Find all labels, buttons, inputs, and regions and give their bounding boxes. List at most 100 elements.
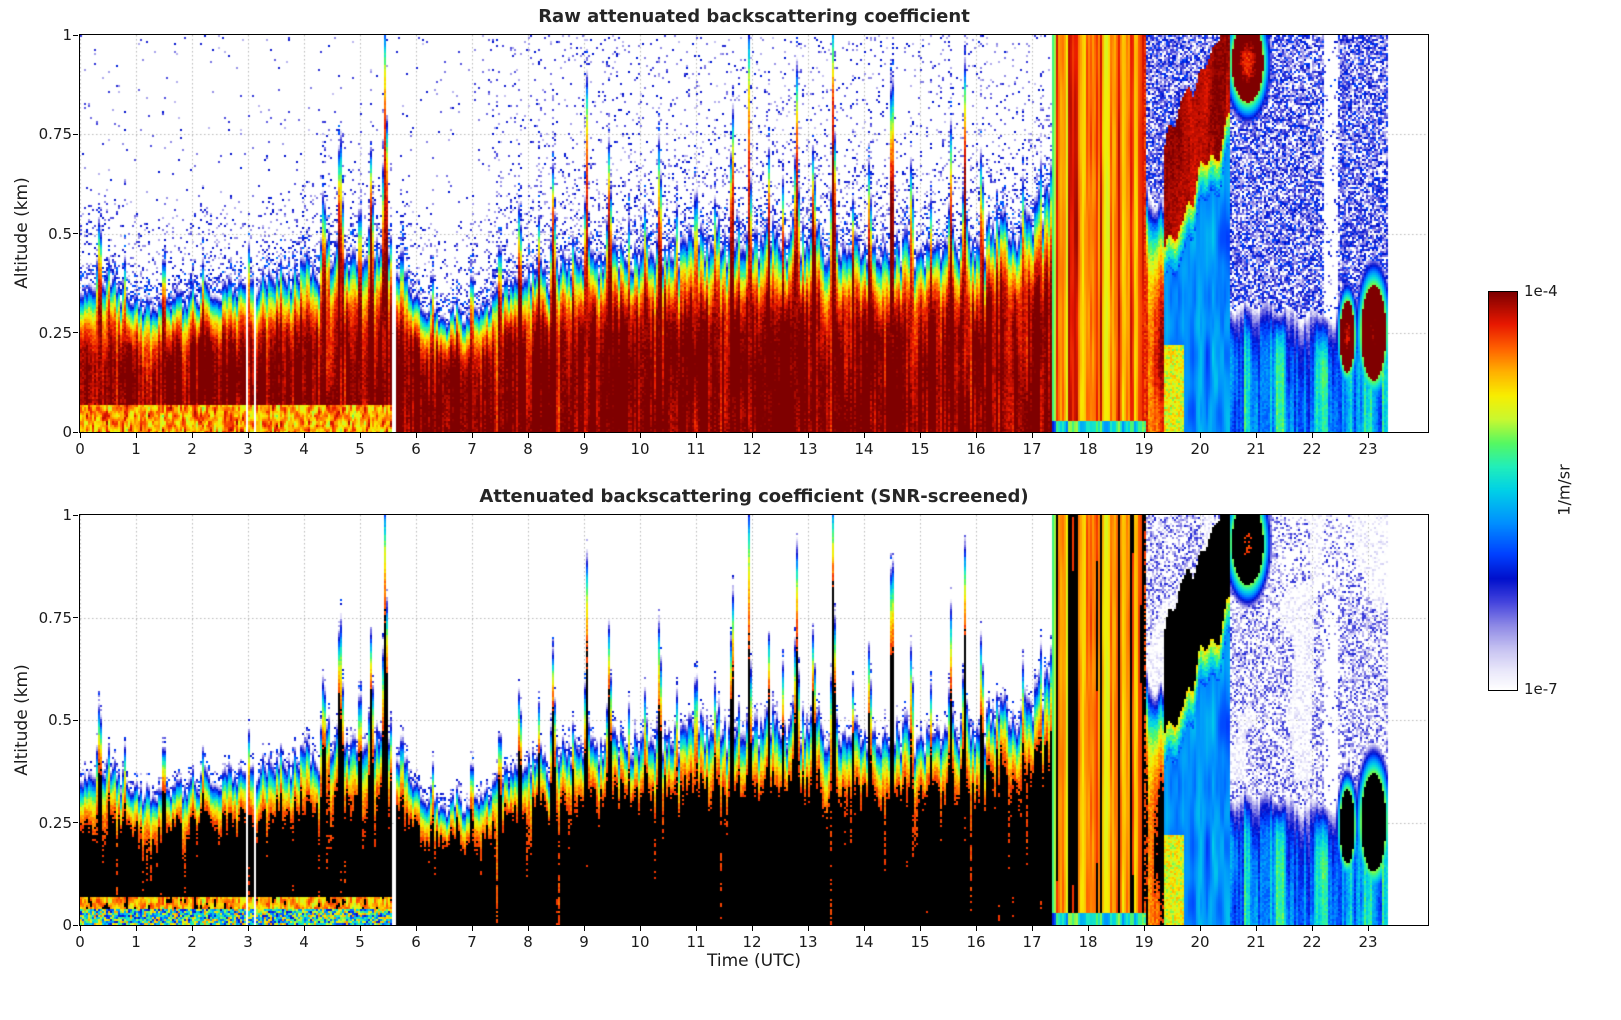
x-tick-label: 23	[1358, 440, 1378, 458]
colorbar-units-label: 1/m/sr	[1554, 464, 1574, 516]
x-tick	[135, 926, 137, 931]
x-tick	[1087, 926, 1089, 931]
x-tick-label: 13	[798, 933, 818, 951]
y-tick	[73, 34, 78, 36]
x-axis-label: Time (UTC)	[707, 951, 801, 971]
x-tick	[359, 926, 361, 931]
colorbar	[1488, 291, 1518, 691]
x-tick-label: 17	[1022, 440, 1042, 458]
y-tick	[73, 822, 78, 823]
x-tick-label: 15	[910, 440, 930, 458]
heatmap-raw	[80, 35, 1428, 432]
y-tick-label: 1	[62, 26, 72, 44]
x-tick-label: 16	[966, 440, 986, 458]
x-tick-label: 20	[1190, 440, 1210, 458]
colorbar-max-label: 1e-4	[1524, 282, 1558, 300]
x-tick	[1255, 433, 1257, 438]
x-tick	[471, 926, 473, 931]
panel-title-raw: Raw attenuated backscattering coefficien…	[538, 6, 970, 27]
x-tick-label: 7	[467, 440, 477, 458]
x-tick	[527, 433, 529, 438]
x-tick-label: 11	[686, 933, 706, 951]
x-tick-label: 14	[854, 440, 874, 458]
y-tick-label: 0.25	[38, 813, 72, 832]
x-tick	[303, 926, 305, 931]
x-tick-label: 1	[131, 933, 141, 951]
x-tick-label: 21	[1246, 440, 1266, 458]
x-tick-label: 14	[854, 933, 874, 951]
x-tick	[1199, 926, 1201, 931]
x-tick	[1031, 926, 1033, 931]
y-tick-label: 0.75	[38, 608, 72, 627]
x-tick	[1367, 926, 1369, 931]
x-tick-label: 3	[243, 933, 253, 951]
x-tick	[471, 433, 473, 438]
x-tick	[415, 926, 417, 931]
x-tick	[1143, 926, 1145, 931]
x-tick	[247, 433, 249, 438]
y-tick-label: 0.5	[48, 711, 72, 729]
x-tick-label: 10	[630, 933, 650, 951]
x-tick-label: 2	[187, 440, 197, 458]
x-tick-label: 16	[966, 933, 986, 951]
y-tick	[73, 332, 78, 334]
x-tick	[1255, 926, 1257, 931]
x-tick	[79, 926, 81, 931]
x-tick	[807, 433, 809, 438]
x-tick	[695, 433, 697, 438]
x-tick	[527, 926, 529, 931]
x-tick	[863, 926, 865, 931]
colorbar-min-label: 1e-7	[1524, 680, 1558, 698]
x-tick-label: 22	[1302, 933, 1322, 951]
x-tick-label: 9	[579, 440, 589, 458]
y-tick-label: 0.25	[38, 323, 72, 342]
x-tick	[303, 433, 305, 438]
x-tick-label: 5	[355, 933, 365, 951]
colorbar-gradient	[1489, 292, 1517, 690]
x-tick-label: 7	[467, 933, 477, 951]
x-tick	[975, 433, 977, 438]
x-tick-label: 19	[1134, 440, 1154, 458]
y-tick-label: 0	[62, 423, 72, 441]
x-tick-label: 0	[75, 440, 85, 458]
x-tick-label: 8	[523, 440, 533, 458]
x-tick	[415, 433, 417, 438]
x-tick-label: 18	[1078, 933, 1098, 951]
x-tick-label: 20	[1190, 933, 1210, 951]
y-tick	[73, 617, 78, 618]
y-tick	[73, 924, 78, 926]
x-tick	[1367, 433, 1369, 438]
x-tick-label: 10	[630, 440, 650, 458]
x-tick-label: 4	[299, 933, 309, 951]
x-tick	[919, 433, 921, 438]
y-tick-label: 0.75	[38, 125, 72, 144]
x-tick	[1199, 433, 1201, 438]
x-tick-label: 17	[1022, 933, 1042, 951]
plot-area-raw	[79, 34, 1429, 433]
x-tick	[975, 926, 977, 931]
x-tick	[639, 926, 641, 931]
y-tick-label: 0.5	[48, 224, 72, 243]
y-tick	[73, 133, 78, 135]
y-tick	[73, 719, 78, 721]
x-tick	[751, 433, 753, 438]
x-tick-label: 2	[187, 933, 197, 951]
x-tick	[919, 926, 921, 931]
x-tick	[191, 433, 193, 438]
x-tick	[79, 433, 81, 438]
x-tick	[583, 433, 585, 438]
x-tick-label: 21	[1246, 933, 1266, 951]
x-tick-label: 9	[579, 933, 589, 951]
x-tick	[247, 926, 249, 931]
panel-title-screened: Attenuated backscattering coefficient (S…	[479, 486, 1029, 507]
x-tick-label: 22	[1302, 440, 1322, 458]
x-tick-label: 23	[1358, 933, 1378, 951]
x-tick	[1311, 433, 1313, 438]
x-tick-label: 15	[910, 933, 930, 951]
x-tick-label: 13	[798, 440, 818, 458]
plot-area-screened	[79, 514, 1429, 926]
x-tick-label: 6	[411, 933, 421, 951]
x-tick-label: 18	[1078, 440, 1098, 458]
x-tick	[359, 433, 361, 438]
x-tick-label: 4	[299, 440, 309, 458]
